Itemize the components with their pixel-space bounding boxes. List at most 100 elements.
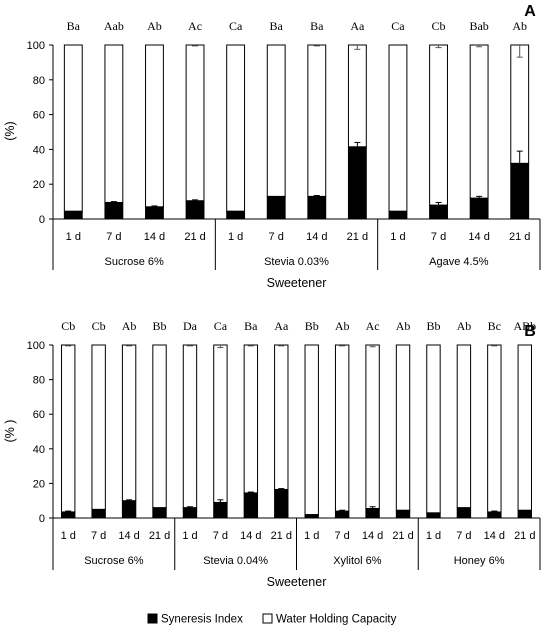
bar-water-holding-capacity [429,44,448,206]
category-label: 7 d [431,231,446,243]
bar-water-holding-capacity [213,344,228,503]
bar-water-holding-capacity [152,344,167,509]
bar-syneresis-index [456,507,472,519]
bar-water-holding-capacity [365,344,380,509]
bar-syneresis-index [304,514,319,519]
y-tick-label-a: 0 [39,214,45,226]
category-label: 7 d [213,530,228,542]
significance-letter: Ab [335,319,350,333]
category-label: 21 d [184,231,205,243]
group-label: Sucrose 6% [84,555,144,567]
y-tick-label-b: 100 [27,340,45,352]
y-tick-label-a: 20 [33,179,45,191]
bar-syneresis-index [487,511,502,519]
bar-water-holding-capacity [487,344,502,513]
category-label: 1 d [304,530,319,542]
category-label: 21 d [392,530,413,542]
legend-label-syneresis-index: Syneresis Index [161,614,243,626]
bar-syneresis-index [307,195,327,220]
bar-water-holding-capacity [63,44,83,212]
bar-syneresis-index [429,204,448,220]
legend: Syneresis Index Water Holding Capacity [147,613,397,626]
significance-letter: Ac [188,19,202,33]
group-label: Honey 6% [454,555,505,567]
significance-letter: Ca [391,19,405,33]
bar-syneresis-index [182,507,198,519]
bar-syneresis-index [61,511,76,519]
significance-letter: Ab [147,19,162,33]
legend-swatch-syneresis-index [147,613,158,624]
bar-syneresis-index [426,512,441,519]
bar-syneresis-index [274,488,289,519]
bar-water-holding-capacity [226,44,246,212]
significance-letter: ABb [513,319,536,333]
category-label: 1 d [228,231,243,243]
category-label: 14 d [362,530,383,542]
bar-syneresis-index [145,206,164,220]
bar-syneresis-index [347,146,367,220]
y-tick-label-b: 0 [39,513,45,525]
bar-syneresis-index [185,200,205,220]
bar-water-holding-capacity [182,344,198,509]
bar-water-holding-capacity [517,344,532,511]
significance-letter: Bab [469,19,488,33]
legend-label-water-holding-capacity: Water Holding Capacity [276,614,397,626]
bar-syneresis-index [395,509,411,519]
bar-water-holding-capacity [61,344,76,513]
significance-letter: Bb [153,319,167,333]
bar-water-holding-capacity [104,44,124,203]
significance-letter: Cb [92,319,106,333]
y-tick-label-a: 60 [33,110,45,122]
group-label: Sucrose 6% [105,256,165,268]
significance-letter: Bc [488,319,501,333]
bar-water-holding-capacity [266,44,286,197]
bar-water-holding-capacity [145,44,164,208]
bar-syneresis-index [517,509,532,519]
category-label: 1 d [66,231,81,243]
x-axis-title-b: Sweetener [267,575,327,589]
category-label: 21 d [271,530,292,542]
category-label: 21 d [514,530,535,542]
legend-swatch-water-holding-capacity [262,613,273,624]
significance-letter: Cb [432,19,446,33]
bar-water-holding-capacity [456,344,472,509]
y-tick-label-b: 80 [33,375,45,387]
bar-water-holding-capacity [91,344,106,510]
significance-letter: Ba [67,19,81,33]
category-label: 14 d [240,530,261,542]
bar-syneresis-index [334,510,350,519]
bar-syneresis-index [121,500,137,519]
x-axis-title-a: Sweetener [267,276,327,290]
bar-water-holding-capacity [274,344,289,490]
bar-syneresis-index [243,492,259,519]
bar-water-holding-capacity [469,44,489,199]
group-label: Xylitol 6% [333,555,382,567]
category-label: 7 d [456,530,471,542]
group-label: Stevia 0.03% [264,256,329,268]
significance-letter: Aab [104,19,124,33]
category-label: 14 d [306,231,327,243]
significance-letter: Ac [366,319,380,333]
significance-letter: Ba [270,19,284,33]
significance-letter: Aa [350,19,365,33]
bar-water-holding-capacity [304,344,319,516]
significance-letter: Bb [305,319,319,333]
category-label: 7 d [91,530,106,542]
bar-water-holding-capacity [334,344,350,512]
bar-syneresis-index [469,197,489,220]
significance-letter: Ba [244,319,258,333]
bar-syneresis-index [266,195,286,220]
category-label: 14 d [144,231,165,243]
bar-water-holding-capacity [510,44,530,164]
category-label: 1 d [390,231,405,243]
significance-letter: Ab [396,319,411,333]
bar-syneresis-index [510,162,530,220]
significance-letter: Ab [122,319,137,333]
y-tick-label-a: 100 [27,40,45,52]
bar-syneresis-index [63,210,83,220]
bar-water-holding-capacity [185,44,205,202]
bar-water-holding-capacity [243,344,259,494]
y-tick-label-b: 60 [33,409,45,421]
y-tick-label-a: 40 [33,144,45,156]
